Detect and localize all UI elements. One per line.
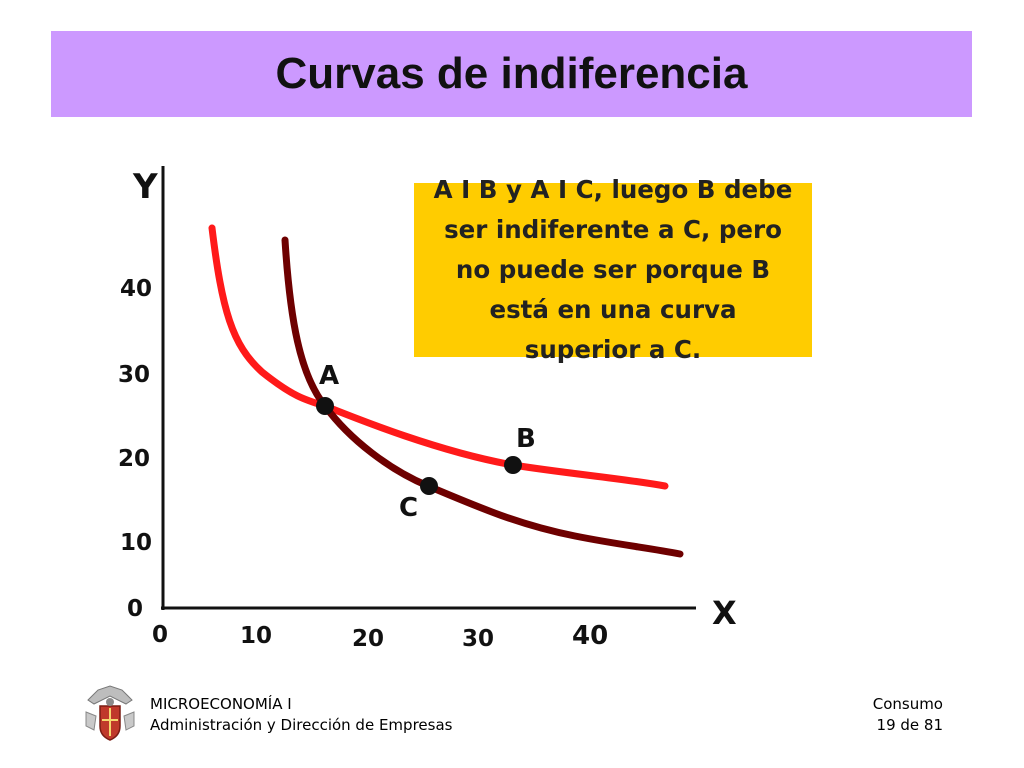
point-c-label: C (399, 493, 418, 523)
x-tick-label: 40 (572, 621, 608, 651)
indifference-curve-upper (208, 224, 669, 490)
footer-course: MICROECONOMÍA I (150, 695, 292, 713)
point-a-marker (316, 397, 334, 415)
y-tick-label: 30 (118, 362, 150, 388)
indifference-curve-lower (281, 236, 684, 558)
point-b-marker (504, 456, 522, 474)
y-tick-label: 20 (118, 446, 150, 472)
y-axis-label: Y (132, 167, 158, 207)
point-b-label: B (516, 424, 536, 454)
x-tick-label: 10 (240, 623, 272, 649)
footer-section: Consumo (872, 695, 943, 713)
footer-program: Administración y Dirección de Empresas (150, 716, 453, 734)
y-tick-label: 0 (127, 596, 143, 622)
slide-title: Curvas de indiferencia (275, 49, 748, 98)
title-bar: Curvas de indiferencia (51, 31, 972, 117)
footer-page-number: 19 de 81 (876, 716, 943, 734)
footer-left: MICROECONOMÍA I Administración y Direcci… (150, 694, 452, 736)
point-a-label: A (319, 361, 339, 391)
x-tick-label: 20 (352, 626, 384, 652)
footer-right: Consumo 19 de 81 (873, 694, 943, 736)
note-text: A I B y A I C, luego B debe ser indifere… (433, 175, 793, 364)
y-tick-label: 10 (120, 530, 152, 556)
x-axis-label: X (712, 594, 737, 632)
x-tick-label: 30 (462, 626, 494, 652)
note-box: A I B y A I C, luego B debe ser indifere… (414, 175, 812, 364)
point-c-marker (420, 477, 438, 495)
x-tick-label: 0 (152, 622, 168, 648)
university-crest-icon (85, 685, 135, 741)
y-tick-label: 40 (120, 276, 152, 302)
